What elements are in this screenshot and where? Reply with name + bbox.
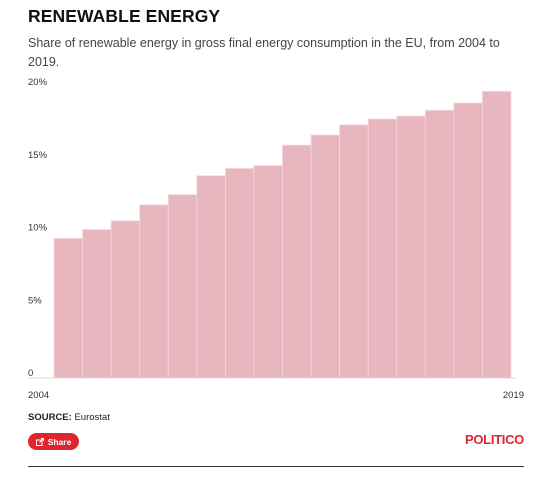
bar-2008[interactable]	[167, 194, 198, 379]
bar-2010[interactable]	[224, 168, 255, 379]
share-button-label: Share	[47, 436, 72, 447]
y-tick-label: 15%	[28, 150, 48, 161]
bar-chart: 0 5% 10% 15% 20% 2004 2019	[28, 77, 524, 400]
share-icon	[35, 437, 44, 446]
bar-2015[interactable]	[367, 118, 398, 379]
chart-subtitle: Share of renewable energy in gross final…	[28, 36, 500, 69]
bar-2016[interactable]	[396, 115, 426, 379]
source-note: SOURCE: Eurostat	[28, 412, 110, 423]
share-button[interactable]: Share	[28, 433, 79, 450]
y-tick-labels: 0 5% 10% 15% 20%	[28, 77, 48, 379]
bar-2005[interactable]	[82, 229, 112, 379]
x-tick-labels: 2004 2019	[28, 390, 524, 400]
bar-2004[interactable]	[53, 237, 83, 379]
bar-2019[interactable]	[482, 90, 512, 379]
y-tick-label: 0	[28, 368, 33, 379]
bar-2007[interactable]	[139, 204, 169, 379]
y-tick-label: 20%	[28, 77, 48, 88]
bar-2009[interactable]	[196, 175, 226, 379]
bar-2017[interactable]	[424, 109, 455, 379]
chart-title: RENEWABLE ENERGY	[28, 6, 221, 26]
bar-2014[interactable]	[339, 124, 369, 379]
politico-logo[interactable]: POLITICO	[465, 432, 524, 447]
y-tick-label: 5%	[28, 295, 42, 306]
bottom-divider	[28, 466, 524, 467]
bar-2013[interactable]	[310, 134, 341, 379]
x-tick-label: 2019	[503, 390, 524, 400]
bar-2006[interactable]	[110, 220, 141, 379]
source-text: Eurostat	[74, 412, 110, 423]
source-label: SOURCE:	[28, 412, 72, 423]
x-tick-label: 2004	[28, 390, 49, 400]
bar-2018[interactable]	[453, 102, 483, 379]
y-tick-label: 10%	[28, 223, 48, 234]
bar-2012[interactable]	[282, 144, 312, 379]
bars-group	[53, 90, 512, 379]
bar-2011[interactable]	[253, 165, 283, 379]
